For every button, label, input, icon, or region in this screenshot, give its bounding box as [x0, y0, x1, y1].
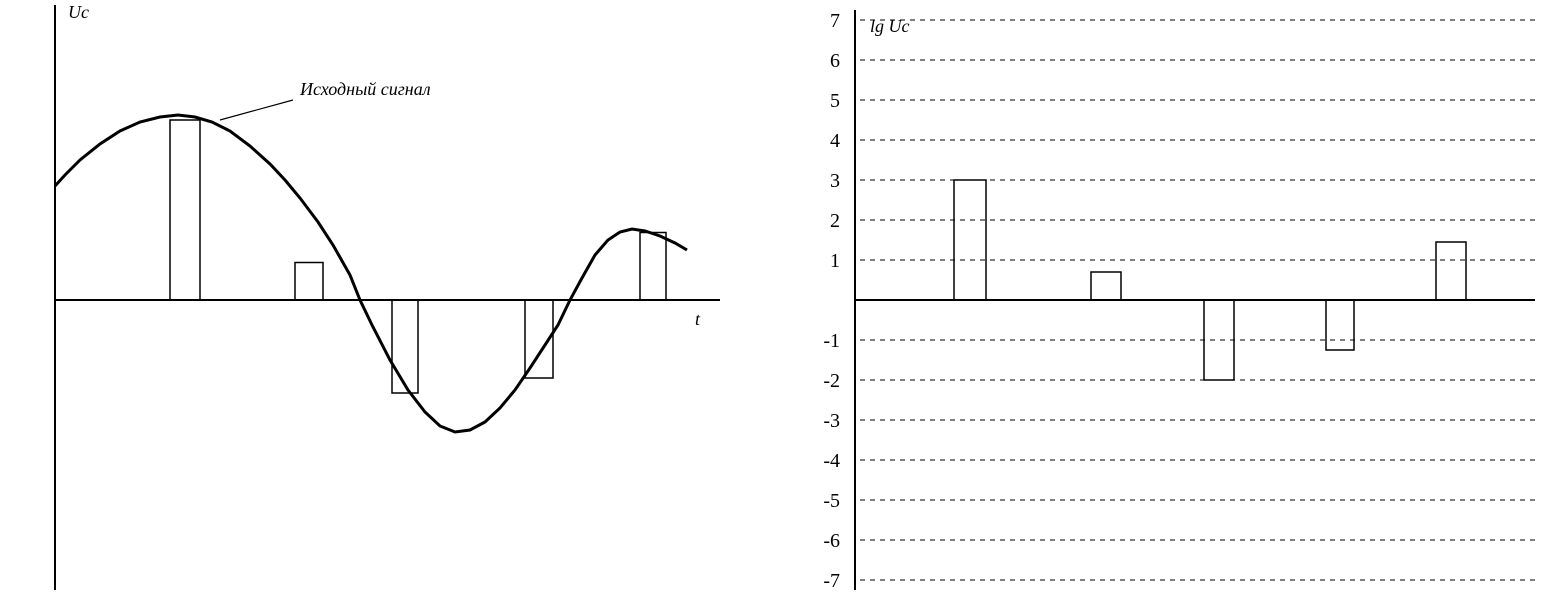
y-tick-label: -3 [823, 410, 840, 432]
y-tick-label: 5 [830, 90, 840, 112]
y-tick-label: -2 [823, 370, 840, 392]
annotation-label: Исходный сигнал [299, 79, 431, 99]
y-tick-label: -4 [823, 450, 840, 472]
y-tick-label: -7 [823, 570, 840, 592]
sample-bar [295, 263, 323, 301]
sample-bar [1436, 242, 1466, 300]
y-axis-label: Uc [68, 2, 89, 22]
x-axis-label: t [695, 309, 701, 329]
y-tick-label: -5 [823, 490, 840, 512]
annotation-leader [220, 100, 293, 120]
y-tick-label: 6 [830, 50, 840, 72]
y-tick-label: -1 [823, 330, 840, 352]
figure: Uc t Исходный сигнал -7 -6 -5 -4 -3 -2 -1 1 2 3 4 5 6 7 l… [0, 0, 1541, 608]
y-tick-label: 1 [830, 250, 840, 272]
y-tick-label: 4 [830, 130, 840, 152]
signal-curve [55, 115, 687, 432]
right-chart: -7 -6 -5 -4 -3 -2 -1 1 2 3 4 5 6 7 lg Uc [823, 10, 1535, 592]
sample-bar [170, 120, 200, 300]
y-tick-label: 2 [830, 210, 840, 232]
y-axis-label: lg Uc [870, 16, 910, 36]
sample-bar [1204, 300, 1234, 380]
sample-bar [640, 233, 666, 301]
y-tick-label: 3 [830, 170, 840, 192]
sample-bar [1091, 272, 1121, 300]
sample-bar [392, 300, 418, 393]
sample-bar [1326, 300, 1354, 350]
y-tick-label: 7 [830, 10, 840, 32]
left-chart: Uc t Исходный сигнал [55, 2, 720, 590]
y-tick-label: -6 [823, 530, 840, 552]
sample-bar [954, 180, 986, 300]
